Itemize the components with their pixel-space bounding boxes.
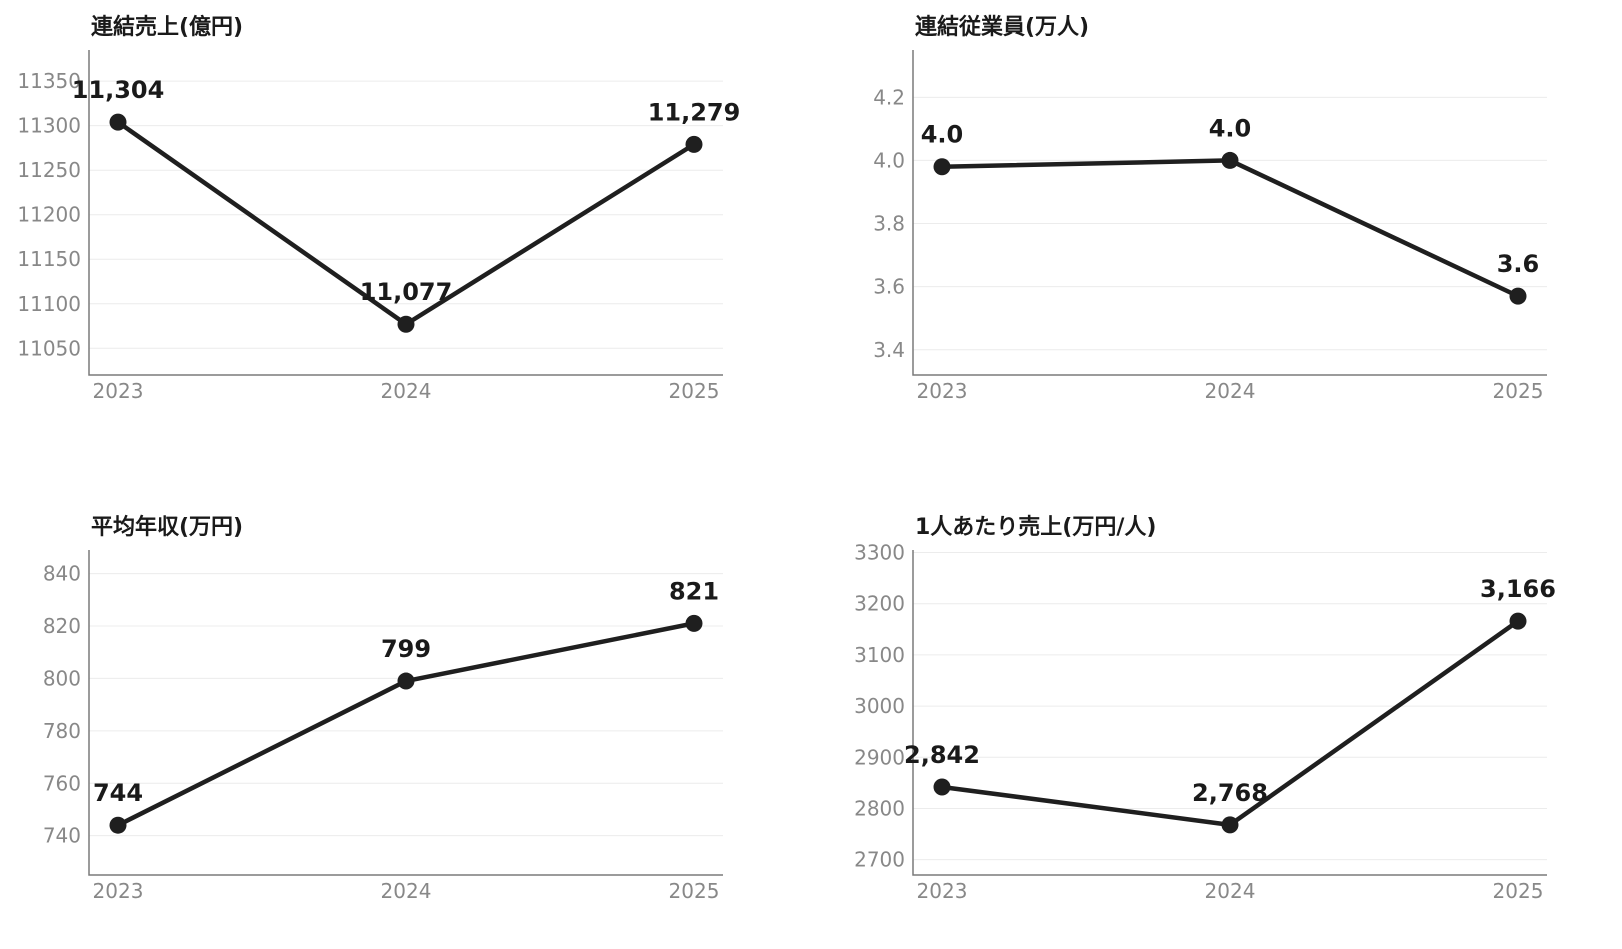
- series-line: [941, 158, 1519, 299]
- chart-panel-salary: 平均年収(万円) 740 760 780 800 820 840 2023 2024 2025 74…: [0, 500, 780, 930]
- x-tick-label: 2024: [381, 379, 432, 403]
- chart-panel-employees: 連結従業員(万人) 3.4 3.6 3.8 4.0 4.2 2023 2024 2025 4.0 4…: [824, 0, 1604, 430]
- data-point: [685, 135, 703, 153]
- y-tick-label: 11250: [17, 158, 81, 182]
- y-tick-label: 11300: [17, 114, 81, 138]
- chart-panel-sales: 連結売上(億円) 11050 11100 11150 11200 11250 11300 11…: [0, 0, 780, 430]
- data-label: 4.0: [1209, 114, 1252, 142]
- data-label: 799: [381, 635, 431, 663]
- x-tick-label: 2025: [669, 379, 720, 403]
- y-tick-label: 11050: [17, 336, 81, 360]
- data-label: 11,279: [648, 98, 741, 126]
- y-tick-label: 3200: [854, 592, 905, 616]
- data-point: [109, 113, 127, 131]
- chart-employees: 連結従業員(万人) 3.4 3.6 3.8 4.0 4.2 2023 2024 2025 4.0 4…: [873, 14, 1547, 403]
- y-tick-label: 3000: [854, 694, 905, 718]
- axis-lines: [912, 550, 1547, 876]
- data-label: 3.6: [1497, 250, 1540, 278]
- y-tick-label: 800: [43, 666, 81, 690]
- data-point: [397, 672, 415, 690]
- y-tick-label: 2900: [854, 745, 905, 769]
- chart-title: 1人あたり売上(万円/人): [915, 514, 1156, 540]
- y-tick-label: 840: [43, 562, 81, 586]
- data-label: 2,842: [904, 741, 980, 769]
- y-tick-label: 780: [43, 719, 81, 743]
- data-point: [397, 315, 415, 333]
- y-tick-label: 3300: [854, 541, 905, 565]
- data-point: [933, 778, 951, 796]
- y-tick-label: 3.8: [873, 212, 905, 236]
- axis-lines: [912, 50, 1547, 376]
- x-tick-label: 2025: [1493, 379, 1544, 403]
- axis-lines: [88, 50, 723, 376]
- y-tick-label: 760: [43, 771, 81, 795]
- data-label: 3,166: [1480, 575, 1556, 603]
- y-tick-label: 4.2: [873, 85, 905, 109]
- chart-salary: 平均年収(万円) 740 760 780 800 820 840 2023 2024 2025 74…: [43, 514, 723, 903]
- data-label: 744: [93, 779, 143, 807]
- y-tick-label: 3.6: [873, 275, 905, 299]
- data-point: [1509, 287, 1527, 305]
- data-point: [1509, 612, 1527, 630]
- chart-title: 連結従業員(万人): [915, 14, 1089, 40]
- chart-sales-per-person: 1人あたり売上(万円/人) 2700 2800 2900 3000 3100 3200 330…: [854, 514, 1556, 903]
- y-tick-label: 2700: [854, 848, 905, 872]
- x-tick-label: 2025: [669, 879, 720, 903]
- x-tick-label: 2024: [1205, 379, 1256, 403]
- y-tick-label: 4.0: [873, 148, 905, 172]
- x-tick-label: 2023: [917, 379, 968, 403]
- chart-title: 連結売上(億円): [91, 14, 243, 40]
- y-tick-label: 11100: [17, 292, 81, 316]
- chart-panel-sales-per-person: 1人あたり売上(万円/人) 2700 2800 2900 3000 3100 3200 330…: [824, 500, 1604, 930]
- y-tick-label: 2800: [854, 796, 905, 820]
- data-point: [933, 158, 951, 176]
- x-tick-label: 2024: [381, 879, 432, 903]
- y-tick-label: 3.4: [873, 338, 905, 362]
- data-label: 4.0: [921, 121, 964, 149]
- chart-sales: 連結売上(億円) 11050 11100 11150 11200 11250 11300 11…: [17, 14, 741, 403]
- x-tick-label: 2025: [1493, 879, 1544, 903]
- data-label: 2,768: [1192, 779, 1268, 807]
- data-point: [1221, 816, 1239, 834]
- axis-lines: [88, 550, 723, 876]
- y-tick-label: 3100: [854, 643, 905, 667]
- y-tick-label: 11150: [17, 247, 81, 271]
- data-label: 821: [669, 577, 719, 605]
- data-point: [1221, 151, 1239, 169]
- chart-title: 平均年収(万円): [91, 514, 243, 540]
- y-tick-label: 11200: [17, 203, 81, 227]
- x-tick-label: 2023: [93, 879, 144, 903]
- data-label: 11,077: [360, 278, 453, 306]
- y-tick-label: 820: [43, 614, 81, 638]
- y-tick-label: 740: [43, 824, 81, 848]
- y-tick-label: 11350: [17, 69, 81, 93]
- data-point: [109, 816, 127, 834]
- data-label: 11,304: [72, 76, 165, 104]
- data-point: [685, 614, 703, 632]
- x-tick-label: 2024: [1205, 879, 1256, 903]
- x-tick-label: 2023: [917, 879, 968, 903]
- x-tick-label: 2023: [93, 379, 144, 403]
